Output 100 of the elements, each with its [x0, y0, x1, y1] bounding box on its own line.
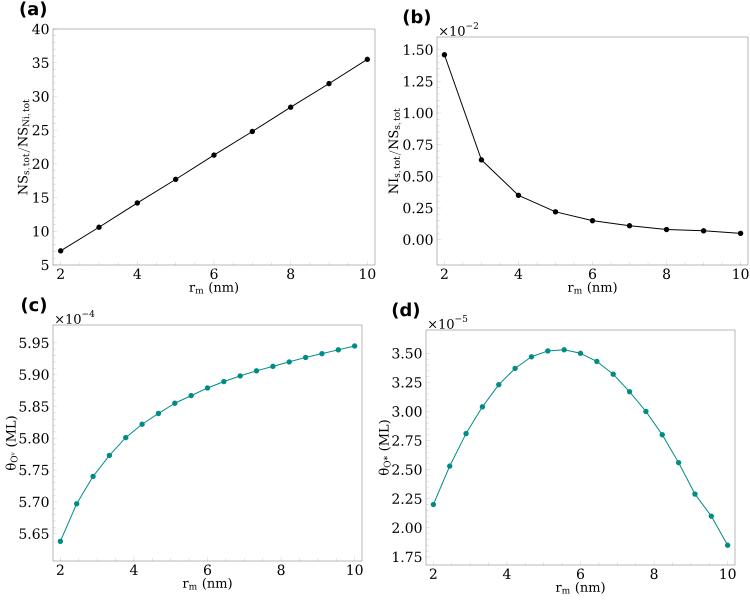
- x-tick-label: 8: [650, 568, 658, 580]
- y-tick-label: 5: [42, 260, 48, 270]
- point: [134, 200, 140, 206]
- y-tick-label: 10: [33, 226, 49, 237]
- point: [480, 404, 486, 410]
- y-tick-label: 1.00: [404, 108, 433, 118]
- chart-title: (c): [22, 298, 46, 314]
- x-axis-title: r$_{m}$ (nm): [568, 282, 617, 294]
- y-tick-label: 2.50: [392, 464, 422, 475]
- x-tick-label: 10: [720, 568, 736, 580]
- x-tick-label: 6: [204, 564, 212, 576]
- chart-title: (a): [20, 2, 46, 18]
- point: [610, 372, 616, 377]
- point: [512, 366, 518, 372]
- point: [660, 432, 665, 438]
- x-tick-label: 10: [347, 564, 363, 576]
- y-tick-label: 5.80: [20, 432, 49, 444]
- y-tick-label: 15: [33, 192, 48, 203]
- point: [561, 347, 567, 352]
- x-tick-label: 4: [133, 268, 142, 279]
- y-tick-label: 2.25: [392, 493, 422, 504]
- point: [430, 502, 436, 508]
- y-tick-label: 5.85: [20, 401, 48, 412]
- point: [172, 400, 178, 406]
- x-tick-label: 2: [430, 568, 436, 579]
- text: ×10$^{−2}$: [440, 22, 478, 36]
- y-axis-title: θ$_{O*}$ (ML): [378, 420, 391, 476]
- y-tick-label: 20: [32, 158, 49, 170]
- point: [528, 354, 534, 360]
- point: [626, 388, 632, 394]
- point: [319, 350, 325, 356]
- point: [447, 463, 452, 469]
- point: [58, 248, 64, 254]
- point: [270, 364, 276, 370]
- y-tick-label: 5.90: [20, 369, 49, 380]
- point: [496, 382, 502, 388]
- point: [211, 152, 217, 158]
- x-tick-label: 10: [360, 268, 376, 280]
- point: [74, 501, 80, 506]
- y-tick-label: 2.75: [392, 435, 422, 446]
- y-tick-label: 1.75: [393, 552, 422, 562]
- point: [478, 157, 484, 163]
- point: [254, 368, 260, 374]
- x-tick-label: 4: [514, 268, 522, 279]
- y-axis-title: $\mathrm{NI}_{\mathrm{s,\,tot}}/\mathrm{NS}_{\mathrm{s,\,tot}}$: [388, 108, 402, 194]
- y-tick-label: 3.25: [392, 377, 422, 388]
- point: [204, 385, 210, 391]
- point: [326, 80, 332, 86]
- y-tick-label: 1.25: [404, 76, 432, 87]
- point: [700, 228, 706, 234]
- point: [738, 230, 744, 236]
- point: [286, 359, 292, 365]
- y-tick-label: 5.95: [20, 338, 48, 348]
- y-tick-label: 30: [32, 91, 49, 102]
- y-tick-label: 35: [32, 57, 48, 68]
- point: [238, 373, 243, 379]
- point: [552, 209, 558, 214]
- x-tick-label: 6: [577, 568, 584, 580]
- x-tick-label: 2: [56, 564, 64, 575]
- point: [516, 192, 522, 198]
- x-tick-label: 10: [733, 268, 749, 280]
- y-tick-label: 40: [32, 24, 49, 34]
- point: [676, 460, 682, 466]
- y-tick-label: 0.75: [403, 139, 432, 150]
- point: [250, 128, 256, 134]
- point: [463, 430, 469, 436]
- x-tick-label: 6: [589, 268, 596, 280]
- point: [172, 176, 178, 182]
- x-tick-label: 8: [663, 268, 670, 280]
- x-tick-label: 2: [440, 268, 448, 279]
- point: [364, 56, 370, 62]
- x-tick-label: 8: [287, 268, 294, 280]
- x-tick-label: 8: [278, 564, 285, 576]
- point: [123, 434, 128, 440]
- x-axis-title: r$_{m}$ (nm): [556, 582, 605, 594]
- point: [221, 378, 227, 384]
- point: [336, 347, 342, 353]
- x-axis-title: r$_{m}$ (nm): [182, 578, 232, 590]
- point: [352, 343, 358, 349]
- point: [578, 350, 584, 356]
- y-tick-label: 2.00: [392, 522, 422, 534]
- y-tick-label: 1.50: [404, 44, 433, 55]
- point: [643, 408, 649, 414]
- point: [626, 223, 632, 228]
- x-tick-label: 4: [130, 564, 138, 575]
- y-tick-label: 3.50: [392, 348, 422, 359]
- point: [96, 224, 102, 230]
- point: [288, 104, 294, 110]
- point: [590, 218, 596, 224]
- y-tick-label: 0.25: [403, 202, 432, 214]
- point: [724, 542, 730, 548]
- point: [106, 452, 112, 458]
- y-tick-label: 0.00: [403, 234, 433, 245]
- point: [302, 354, 308, 360]
- point: [692, 491, 698, 497]
- x-tick-label: 4: [502, 568, 511, 579]
- point: [594, 358, 600, 364]
- y-tick-label: 3.00: [392, 406, 422, 417]
- text: ×10$^{−4}$: [56, 310, 94, 324]
- point: [664, 226, 670, 232]
